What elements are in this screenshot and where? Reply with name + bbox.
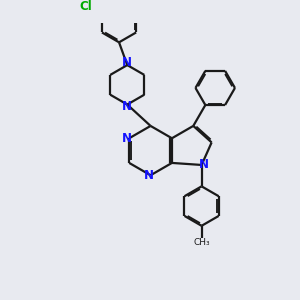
Text: N: N [122, 56, 132, 69]
Text: N: N [122, 132, 132, 145]
Text: Cl: Cl [79, 0, 92, 13]
Text: N: N [122, 100, 132, 113]
Text: CH₃: CH₃ [193, 238, 210, 247]
Text: N: N [199, 158, 209, 172]
Text: N: N [144, 169, 154, 182]
